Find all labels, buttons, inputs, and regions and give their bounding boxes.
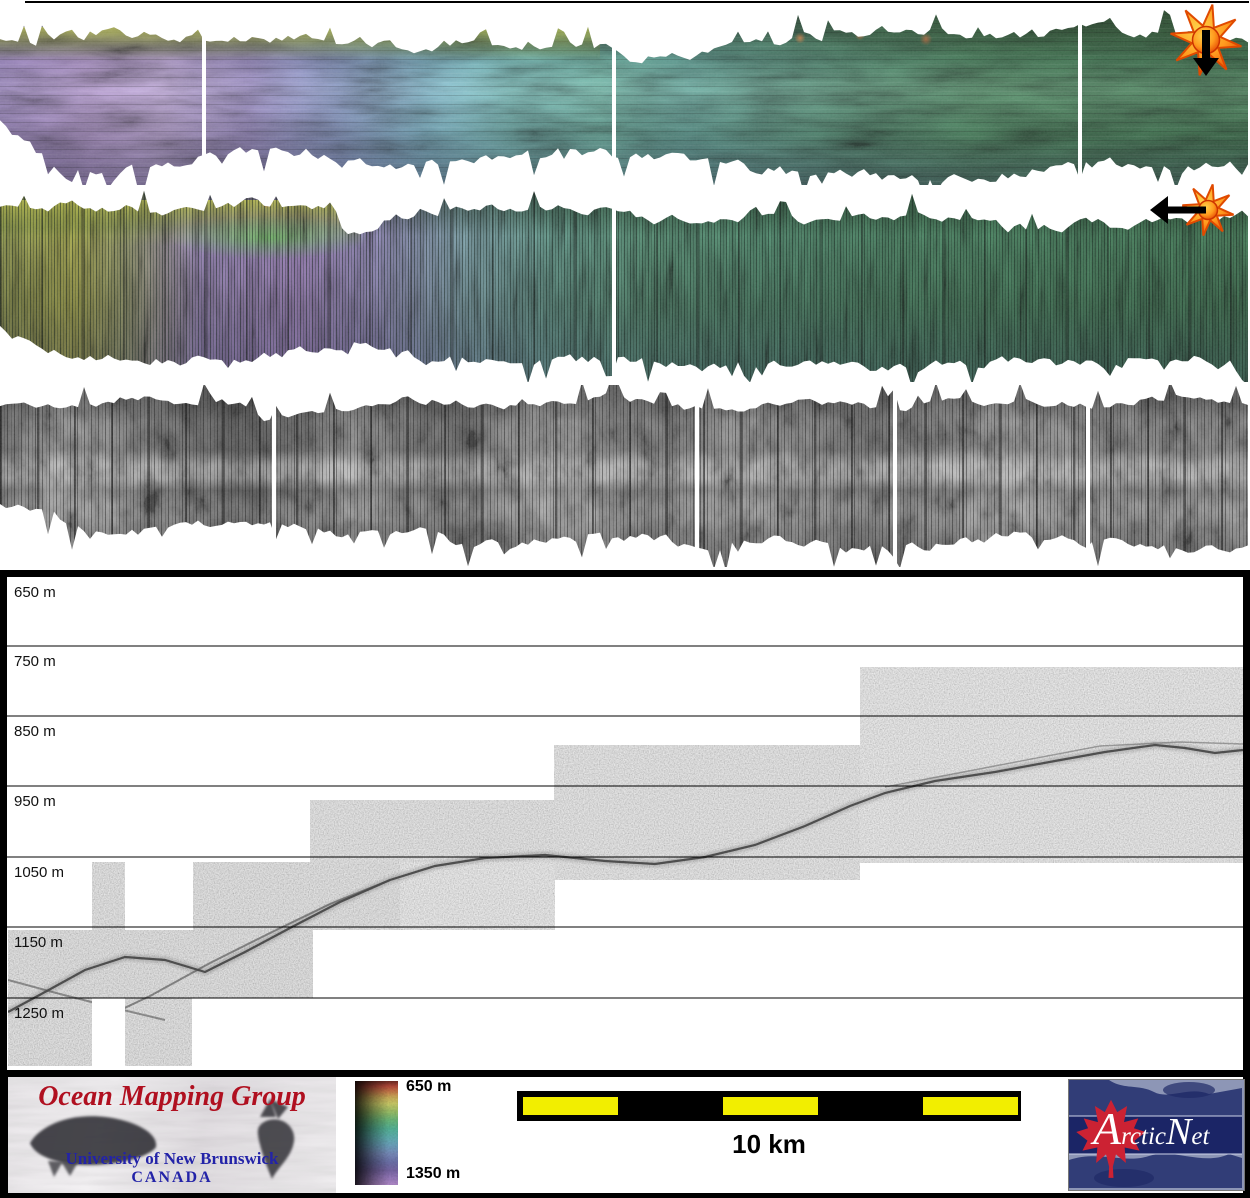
swath-gap: [612, 10, 616, 185]
side-echo-reflector: [8, 979, 166, 1021]
sun-illumination-left-arrow-icon: [1150, 183, 1250, 241]
swath-gap: [695, 385, 699, 567]
depth-label: 1050 m: [14, 864, 65, 881]
down-arrow: [1193, 30, 1219, 76]
arcticnet-text-part: N: [1166, 1111, 1192, 1153]
depth-label: 750 m: [14, 653, 56, 670]
left-arrow: [1150, 196, 1206, 224]
whale-fin-left: [48, 1161, 78, 1177]
arcticnet-text-part: rctic: [1121, 1123, 1166, 1150]
swath-gap: [1086, 385, 1090, 567]
omg-logo-university: University of New Brunswick: [65, 1149, 279, 1168]
arcticnet-logo: ArcticNet: [1068, 1079, 1245, 1191]
seafloor-reflector: [8, 743, 1243, 1013]
map-scale-bar: [517, 1091, 1021, 1121]
omg-logo-title: Ocean Mapping Group: [38, 1081, 306, 1112]
footer-bar: Ocean Mapping Group University of New Br…: [0, 1077, 1250, 1198]
whale-silhouette-left: [30, 1116, 157, 1166]
swath-gap: [272, 385, 276, 567]
swath-gap: [1078, 10, 1082, 185]
secondary-reflector: [94, 879, 391, 1023]
omg-logo-texture: [8, 1077, 336, 1193]
figure-top-border: [25, 1, 1249, 3]
maple-leaf-icon: [1076, 1099, 1146, 1178]
swath-gap: [202, 10, 206, 185]
subbottom-profile-panel: 650 m 750 m 850 m 950 m 1050 m 1150 m 1250 m: [0, 570, 1250, 1077]
backscatter-grain: [0, 385, 1248, 567]
seismic-speckle-noise: [8, 667, 1243, 1066]
arcticnet-text-part: A: [1093, 1103, 1122, 1154]
colour-scale-top-label: 650 m: [406, 1078, 452, 1095]
map-island-top: [1163, 1082, 1215, 1098]
arcticnet-text-part: et: [1191, 1123, 1210, 1150]
arcticnet-logo-art: [1069, 1080, 1242, 1188]
depth-label: 850 m: [14, 723, 56, 740]
depth-label: 650 m: [14, 584, 56, 601]
map-island-bottom: [1094, 1169, 1154, 1187]
scale-bar-segment: [923, 1097, 1018, 1115]
backscatter-swath-panel: [0, 385, 1248, 567]
whale-silhouette-right: [257, 1119, 295, 1179]
scale-bar-segment: [723, 1097, 818, 1115]
scale-bar-label: 10 km: [732, 1129, 806, 1159]
scale-bar-segment: [523, 1097, 618, 1115]
depth-label: 950 m: [14, 793, 56, 810]
sub-seafloor-reflector: [884, 741, 1243, 788]
swath-gap: [893, 385, 897, 567]
bathymetry-swath-panel-2: [0, 190, 1248, 382]
sun-illumination-down-arrow-icon: [1165, 2, 1250, 87]
arcticnet-logo-text: ArcticNet: [1093, 1102, 1243, 1155]
colour-scale-bottom-label: 1350 m: [406, 1165, 461, 1182]
colour-scale-grain: [355, 1081, 398, 1185]
depth-colour-scale: [355, 1081, 398, 1185]
ocean-mapping-group-logo: Ocean Mapping Group University of New Br…: [8, 1077, 336, 1193]
terrain-grain: [0, 10, 1248, 185]
subbottom-profile-plot: [7, 645, 1243, 1066]
map-water-bottom: [1069, 1153, 1242, 1188]
terrain-grain: [0, 190, 1248, 382]
whale-fluke-right: [260, 1099, 288, 1119]
depth-label: 1150 m: [14, 934, 63, 951]
swath-gap: [612, 190, 616, 382]
bathymetry-swath-panel-1: [0, 10, 1248, 185]
omg-logo-country: CANADA: [131, 1169, 213, 1186]
depth-label: 1250 m: [14, 1005, 65, 1022]
